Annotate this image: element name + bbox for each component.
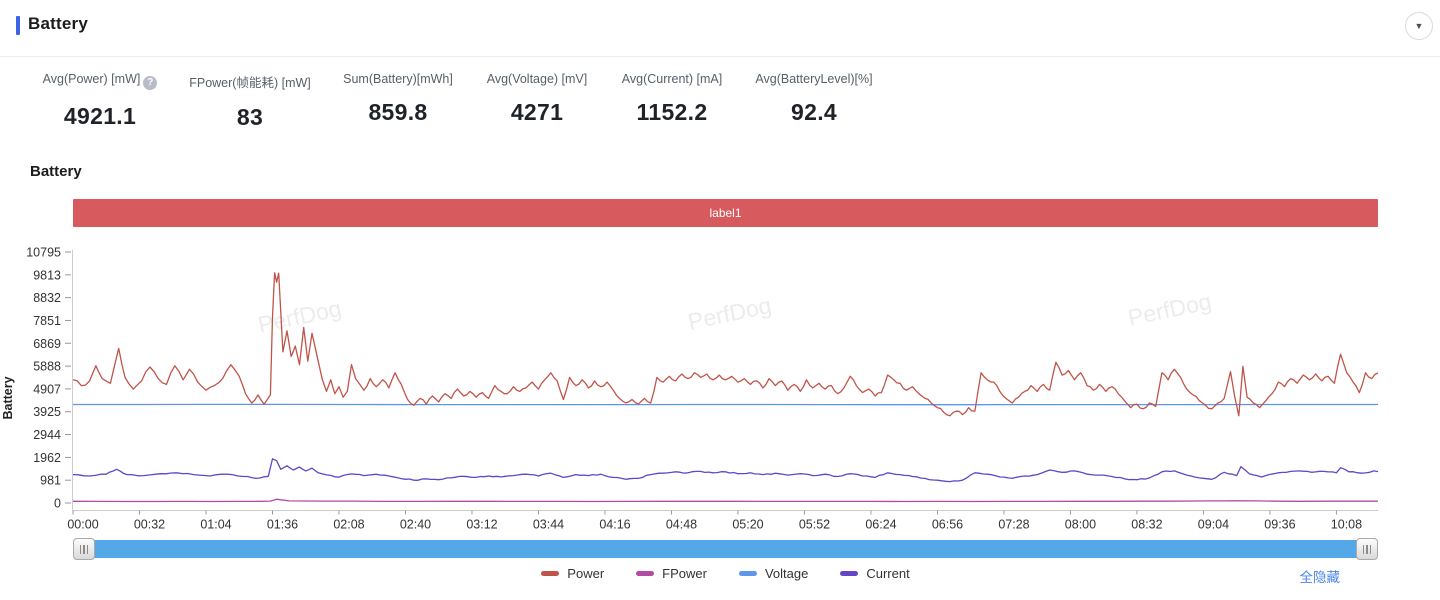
legend-item-fpower[interactable]: FPower	[636, 566, 707, 581]
legend-swatch	[541, 571, 560, 576]
stat-value: 859.8	[368, 99, 428, 125]
x-tick-label: 04:16	[599, 518, 630, 532]
section-title: Battery	[28, 14, 88, 33]
y-tick-label: 4907	[33, 382, 61, 396]
y-tick-label: 10795	[26, 246, 61, 260]
legend-item-current[interactable]: Current	[840, 566, 910, 581]
legend-swatch	[738, 571, 757, 576]
collapse-button[interactable]: ▼	[1405, 12, 1433, 40]
x-tick-label: 01:36	[267, 518, 298, 532]
perfdog-watermark: PerfDog	[1126, 288, 1214, 331]
label-banner: label1	[73, 199, 1378, 227]
legend-label: Voltage	[764, 566, 809, 581]
current-line	[72, 458, 1379, 483]
y-tick-label: 2944	[33, 428, 61, 442]
stat-item: Avg(Current) [mA] 1152.2	[602, 72, 742, 131]
header-divider	[0, 56, 1440, 57]
x-tick-label: 09:36	[1264, 518, 1295, 532]
legend-label: FPower	[662, 566, 707, 581]
x-tick-label: 08:00	[1065, 518, 1096, 532]
power-line	[72, 272, 1379, 417]
chart-scrollbar	[73, 538, 1378, 560]
stat-label: Avg(Voltage) [mV]	[486, 72, 588, 86]
section-accent-bar	[16, 16, 20, 35]
stat-label: Avg(BatteryLevel)[%]	[755, 72, 873, 86]
battery-chart[interactable]: 10795 9813 8832 7851 6869 5888 4907 3925 2944 196…	[0, 238, 1440, 534]
chevron-down-icon: ▼	[1414, 21, 1424, 31]
stat-label: FPower(帧能耗) [mW]	[189, 76, 311, 90]
stat-value: 4271	[510, 99, 564, 125]
scrollbar-track[interactable]	[75, 540, 1376, 558]
x-tick-label: 05:52	[799, 518, 830, 532]
fpower-line	[72, 498, 1378, 503]
x-tick-label: 00:32	[134, 518, 165, 532]
chart-title: Battery	[30, 163, 82, 180]
y-tick-label: 3925	[33, 405, 61, 419]
hide-all-link[interactable]: 全隐藏	[1299, 570, 1341, 585]
y-tick-label: 9813	[33, 268, 61, 282]
y-axis-title: Battery	[1, 376, 15, 419]
legend-row: Power FPower Voltage Current 全隐藏	[73, 566, 1378, 585]
stat-value: 83	[236, 104, 264, 130]
x-tick-label: 03:44	[533, 518, 564, 532]
legend-item-power[interactable]: Power	[541, 566, 604, 581]
x-tick-label: 06:56	[932, 518, 963, 532]
stat-value: 4921.1	[63, 103, 137, 129]
scrollbar-left-handle[interactable]	[73, 538, 95, 560]
stat-item: Avg(Power) [mW]? 4921.1	[24, 72, 176, 131]
x-tick-label: 04:48	[666, 518, 697, 532]
stat-item: Avg(Voltage) [mV] 4271	[472, 72, 602, 131]
x-tick-label: 05:20	[732, 518, 763, 532]
chart-legend: Power FPower Voltage Current	[73, 566, 1378, 581]
x-tick-label: 09:04	[1198, 518, 1229, 532]
legend-swatch	[636, 571, 655, 576]
stat-item: FPower(帧能耗) [mW] 83	[176, 72, 324, 131]
x-tick-label: 03:12	[466, 518, 497, 532]
stat-label: Avg(Current) [mA]	[621, 72, 723, 86]
y-tick-label: 1962	[33, 451, 61, 465]
legend-item-voltage[interactable]: Voltage	[738, 566, 809, 581]
y-tick-label: 0	[54, 497, 61, 511]
y-tick-label: 6869	[33, 337, 61, 351]
x-tick-label: 10:08	[1331, 518, 1362, 532]
stat-label: Avg(Power) [mW]?	[24, 72, 176, 90]
x-tick-label: 02:40	[400, 518, 431, 532]
stat-item: Sum(Battery)[mWh] 859.8	[324, 72, 472, 131]
stat-value: 1152.2	[636, 99, 708, 125]
legend-label: Current	[866, 566, 910, 581]
scrollbar-right-handle[interactable]	[1356, 538, 1378, 560]
x-tick-label: 06:24	[865, 518, 896, 532]
perfdog-watermark: PerfDog	[686, 292, 774, 335]
x-tick-label: 00:00	[67, 518, 98, 532]
perfdog-watermark: PerfDog	[256, 295, 344, 338]
x-tick-label: 01:04	[200, 518, 231, 532]
legend-label: Power	[567, 566, 605, 581]
stat-item: Avg(BatteryLevel)[%] 92.4	[742, 72, 886, 131]
stat-value: 92.4	[791, 99, 837, 125]
x-tick-label: 02:08	[333, 518, 364, 532]
y-tick-label: 5888	[33, 360, 61, 374]
legend-swatch	[840, 571, 859, 576]
x-tick-label: 07:28	[998, 518, 1029, 532]
y-tick-label: 8832	[33, 291, 61, 305]
y-tick-label: 981	[40, 474, 61, 488]
y-tick-label: 7851	[33, 314, 61, 328]
help-icon[interactable]: ?	[143, 76, 158, 90]
stat-label: Sum(Battery)[mWh]	[343, 72, 453, 86]
section-header: Battery ▼	[0, 0, 1440, 56]
stats-row: Avg(Power) [mW]? 4921.1 FPower(帧能耗) [mW] 83…	[24, 72, 886, 131]
x-tick-label: 08:32	[1131, 518, 1162, 532]
